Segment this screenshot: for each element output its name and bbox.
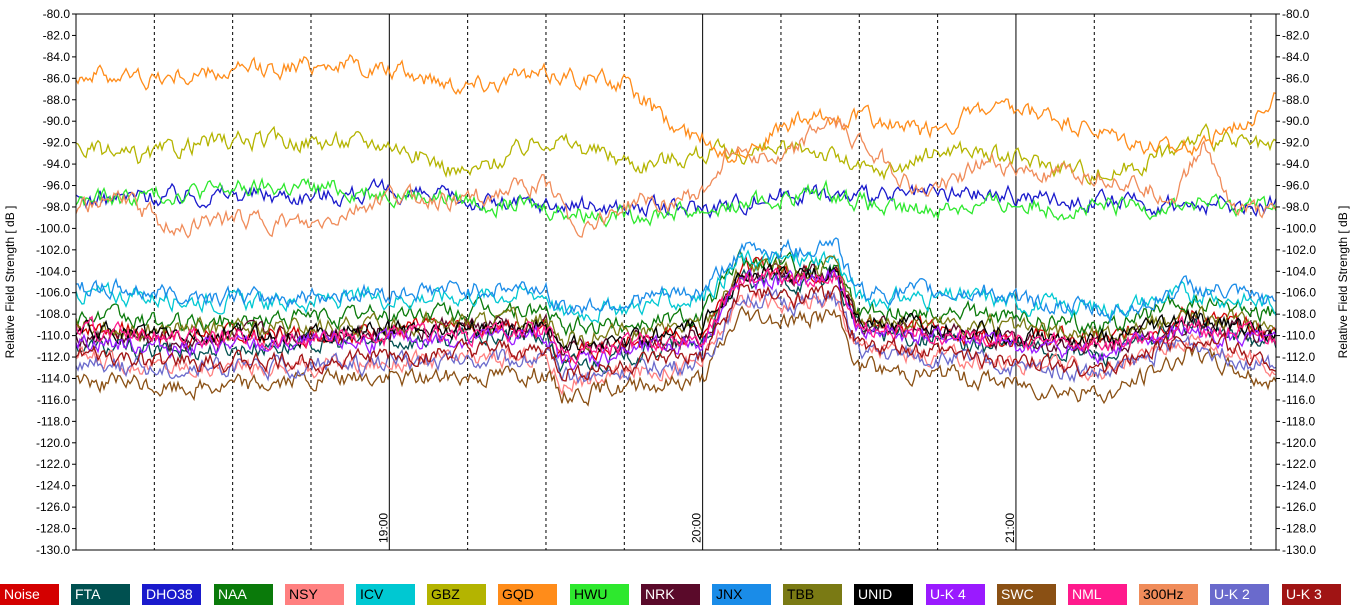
y-tick-label: -92.0 — [1282, 136, 1310, 150]
x-axis-time-labels: 19:00 20:00 21:00 — [376, 513, 1017, 543]
y-tick-label: -108.0 — [1282, 307, 1316, 321]
legend-item-u-k-4: U-K 4 — [926, 584, 985, 605]
series-line-naa — [75, 248, 1277, 337]
y-tick-label: -110.0 — [1282, 329, 1315, 343]
y-tick-label: -116.0 — [37, 393, 70, 407]
y-tick-label: -82.0 — [1282, 28, 1310, 42]
y-tick-label: -114.0 — [1282, 371, 1315, 385]
series-line-gbz — [75, 123, 1277, 186]
y-tick-label: -100.0 — [36, 221, 70, 235]
legend-item-noise: Noise — [0, 584, 59, 605]
legend-item-300hz: 300Hz — [1139, 584, 1198, 605]
y-tick-label: -92.0 — [43, 136, 71, 150]
series-line-u-k-4 — [75, 267, 1277, 371]
x-time-label: 21:00 — [1003, 513, 1017, 543]
legend-item-fta: FTA — [71, 584, 130, 605]
legend-item-dho38: DHO38 — [142, 584, 201, 605]
y-tick-label: -90.0 — [1282, 114, 1310, 128]
series-line-nml — [75, 267, 1277, 366]
y-tick-label: -118.0 — [1282, 414, 1315, 428]
y-tick-label: -120.0 — [36, 436, 70, 450]
y-tick-label: -94.0 — [43, 157, 71, 171]
x-time-label: 20:00 — [690, 513, 704, 543]
legend-item-jnx: JNX — [712, 584, 771, 605]
y-tick-label: -108.0 — [36, 307, 70, 321]
legend-item-gbz: GBZ — [427, 584, 486, 605]
y-tick-label: -106.0 — [1282, 286, 1316, 300]
y-tick-label: -112.0 — [1282, 350, 1315, 364]
series-line-jnx — [75, 237, 1277, 324]
series-lines — [75, 53, 1277, 407]
legend-item-nrk: NRK — [641, 584, 700, 605]
series-line-300hz — [75, 116, 1277, 239]
legend-item-icv: ICV — [356, 584, 415, 605]
y-tick-label: -128.0 — [1282, 522, 1316, 536]
y-tick-label: -90.0 — [43, 114, 71, 128]
y-tick-label: -88.0 — [43, 93, 71, 107]
y-tick-label: -96.0 — [1282, 179, 1310, 193]
y-tick-label: -128.0 — [36, 522, 70, 536]
legend-item-unid: UNID — [854, 584, 913, 605]
y-tick-label: -84.0 — [43, 50, 71, 64]
y-tick-label: -122.0 — [1282, 457, 1316, 471]
series-line-dho38 — [75, 177, 1277, 219]
y-tick-label: -130.0 — [36, 543, 70, 557]
y-tick-label: -98.0 — [43, 200, 71, 214]
plot-frame — [75, 13, 1277, 551]
y-tick-label: -100.0 — [1282, 221, 1316, 235]
series-line-icv — [75, 249, 1277, 324]
y-tick-label: -98.0 — [1282, 200, 1310, 214]
series-line-gqd — [75, 53, 1277, 164]
legend-item-tbb: TBB — [783, 584, 842, 605]
y-tick-label: -112.0 — [37, 350, 70, 364]
legend-item-hwu: HWU — [570, 584, 629, 605]
series-line-u-k-2 — [75, 288, 1277, 385]
y-tick-label: -106.0 — [36, 286, 70, 300]
y-tick-label: -114.0 — [37, 371, 70, 385]
grid-lines — [153, 14, 1252, 550]
legend-item-nml: NML — [1068, 584, 1127, 605]
y-tick-label: -80.0 — [1282, 7, 1310, 21]
y-tick-label: -120.0 — [1282, 436, 1316, 450]
series-line-swc — [75, 305, 1277, 407]
legend-item-naa: NAA — [214, 584, 273, 605]
y-tick-label: -80.0 — [43, 7, 71, 21]
series-line-hwu — [75, 176, 1277, 228]
y-tick-label: -102.0 — [36, 243, 70, 257]
y-tick-label: -110.0 — [37, 329, 70, 343]
legend-item-u-k-3: U-K 3 — [1282, 584, 1341, 605]
y-tick-label: -124.0 — [1282, 479, 1316, 493]
legend-item-swc: SWC — [997, 584, 1056, 605]
legend: Noise FTA DHO38 NAA NSY ICV GBZ GQD HWU NRK JNX TBB… — [0, 584, 1354, 605]
legend-item-u-k-2: U-K 2 — [1210, 584, 1269, 605]
series-line-tbb — [75, 255, 1277, 351]
y-tick-label: -104.0 — [1282, 264, 1316, 278]
y-tick-label: -94.0 — [1282, 157, 1310, 171]
y-tick-label: -96.0 — [43, 179, 71, 193]
legend-item-nsy: NSY — [285, 584, 344, 605]
series-line-u-k-3 — [75, 283, 1277, 382]
y-tick-label: -84.0 — [1282, 50, 1310, 64]
y-axis-title-left: Relative Field Strength [ dB ] — [3, 206, 17, 359]
series-line-unid — [75, 262, 1277, 355]
y-axis-right: -80.0 -82.0 -84.0 -86.0 -88.0 -90.0 -92.0 -94.0… — [1276, 7, 1316, 557]
y-tick-label: -86.0 — [1282, 71, 1310, 85]
y-axis-left: -80.0 -82.0 -84.0 -86.0 -88.0 -90.0 -92.0 -94.0… — [36, 7, 76, 557]
y-tick-label: -82.0 — [43, 28, 71, 42]
field-strength-chart: -80.0 -82.0 -84.0 -86.0 -88.0 -90.0 -92.0 -94.0… — [3, 7, 1350, 557]
y-tick-label: -104.0 — [36, 264, 70, 278]
y-axis-title-right: Relative Field Strength [ dB ] — [1336, 206, 1350, 359]
y-tick-label: -88.0 — [1282, 93, 1310, 107]
y-tick-label: -118.0 — [37, 414, 70, 428]
y-tick-label: -130.0 — [1282, 543, 1316, 557]
y-tick-label: -86.0 — [43, 71, 71, 85]
legend-item-gqd: GQD — [498, 584, 557, 605]
y-tick-label: -122.0 — [36, 457, 70, 471]
y-tick-label: -102.0 — [1282, 243, 1316, 257]
x-time-label: 19:00 — [376, 513, 390, 543]
y-tick-label: -124.0 — [36, 479, 70, 493]
y-tick-label: -116.0 — [1282, 393, 1315, 407]
y-tick-label: -126.0 — [1282, 500, 1316, 514]
y-tick-label: -126.0 — [36, 500, 70, 514]
